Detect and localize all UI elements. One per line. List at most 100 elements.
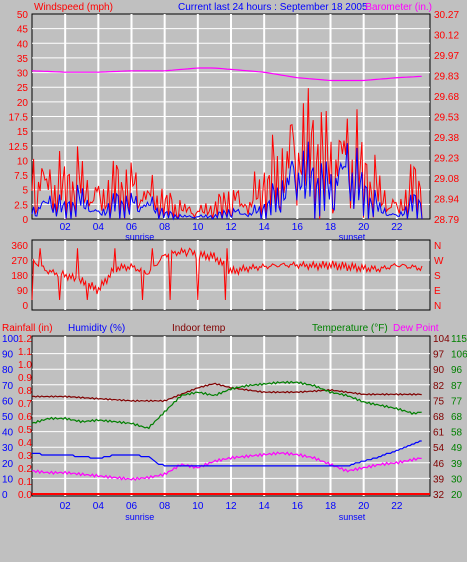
windspeed-tick-label: 35	[17, 54, 29, 65]
barometer-tick-label: 29.23	[434, 154, 459, 165]
x-extra-label: sunrise	[125, 512, 154, 522]
x-tick-label: 16	[292, 222, 304, 233]
indoor-temp-tick-label: 46	[433, 459, 445, 470]
rainfall-tick-label: 0.1	[18, 477, 32, 488]
indoor-temp-tick-label: 82	[433, 381, 445, 392]
dewpoint-line	[31, 451, 422, 482]
humidity-tick-label: 100	[2, 334, 19, 345]
temperature-tick-label: 115	[451, 334, 467, 345]
x-tick-label: 16	[292, 501, 304, 512]
indoor-temp-tick-label: 97	[433, 350, 445, 361]
barometer-tick-label: 30.12	[434, 31, 459, 42]
windspeed-tick-label: 15	[17, 127, 29, 138]
direction-series	[31, 246, 423, 301]
temperature-tick-label: 87	[451, 381, 463, 392]
x-tick-label: 14	[259, 501, 271, 512]
indoor-temp-tick-label: 104	[433, 334, 450, 345]
indoor-temp-tick-label: 75	[433, 396, 445, 407]
indoor-temp-tick-label: 39	[433, 474, 445, 485]
rainfall-legend: Rainfall (in)	[2, 323, 53, 334]
temperature-tick-label: 106	[451, 350, 467, 361]
temperature-legend: Temperature (°F)	[312, 323, 388, 334]
rainfall-tick-label: 1.2	[18, 334, 32, 345]
temperature-tick-label: 49	[451, 443, 463, 454]
humidity-tick-label: 40	[2, 428, 14, 439]
windspeed-tick-label: 25	[17, 83, 29, 94]
barometer-tick-label: 28.94	[434, 195, 459, 206]
direction-compass-tick: N	[434, 301, 441, 312]
x-tick-label: 02	[60, 222, 72, 233]
barometer-title: Barometer (in.)	[365, 2, 432, 13]
windspeed-axis: 0 2.5 5 7.5 10 12.5 15 17.5 20 25 30 35 40 45 50	[9, 10, 29, 226]
x-extra-label: sunset	[339, 232, 366, 242]
wind-baro-x-axis: 02 04 06 08 10 12 14 16 18 20 22 sunrise sunset	[60, 222, 403, 242]
direction-compass-tick: E	[434, 286, 441, 297]
x-tick-label: 06	[126, 222, 138, 233]
rainfall-tick-label: 0.6	[18, 412, 32, 423]
windspeed-tick-label: 12.5	[9, 142, 29, 153]
wind-baro-series	[31, 67, 423, 221]
indoor-temp-legend: Indoor temp	[172, 323, 226, 334]
direction-degree-tick: 180	[11, 271, 28, 282]
x-tick-label: 08	[159, 222, 171, 233]
x-tick-label: 06	[126, 501, 138, 512]
humidity-tick-label: 20	[2, 459, 14, 470]
rainfall-tick-label: 1.1	[18, 347, 32, 358]
indoor-temp-tick-label: 68	[433, 412, 445, 423]
x-tick-label: 22	[391, 222, 403, 233]
barometer-tick-label: 29.68	[434, 92, 459, 103]
humidity-tick-label: 50	[2, 412, 14, 423]
x-tick-label: 18	[325, 222, 337, 233]
windspeed-tick-label: 17.5	[9, 113, 29, 124]
humidity-tick-label: 90	[2, 350, 14, 361]
humidity-tick-label: 30	[2, 443, 14, 454]
indoor-temp-tick-label: 54	[433, 443, 445, 454]
indoor-temp-tick-label: 90	[433, 365, 445, 376]
x-tick-label: 12	[225, 222, 237, 233]
temperature-tick-label: 77	[451, 396, 463, 407]
rainfall-tick-label: 1.0	[18, 360, 32, 371]
temperature-tick-label: 20	[451, 490, 463, 501]
dewpoint-legend: Dew Point	[393, 323, 439, 334]
x-tick-label: 20	[358, 222, 370, 233]
current-title: Current last 24 hours : September 18 200…	[178, 2, 368, 13]
windspeed-tick-label: 40	[17, 39, 29, 50]
x-tick-label: 22	[391, 501, 403, 512]
windspeed-tick-label: 2.5	[14, 200, 28, 211]
rainfall-tick-label: 0.7	[18, 399, 32, 410]
humidity-tick-label: 70	[2, 381, 14, 392]
x-extra-label: sunset	[339, 512, 366, 522]
humidity-line	[32, 440, 422, 467]
windspeed-line	[31, 141, 423, 221]
temp-humidity-x-axis: 02 04 06 08 10 12 14 16 18 20 22 sunrise sunset	[60, 501, 403, 522]
rainfall-tick-label: 0.4	[18, 438, 32, 449]
x-extra-label: sunrise	[125, 232, 154, 242]
direction-degree-tick: 270	[11, 256, 28, 267]
x-tick-label: 10	[192, 222, 204, 233]
barometer-tick-label: 29.38	[434, 133, 459, 144]
rainfall-tick-label: 0.5	[18, 425, 32, 436]
indoor-temp-line	[31, 382, 422, 403]
x-tick-label: 10	[192, 501, 204, 512]
direction-compass-tick: N	[434, 241, 441, 252]
x-tick-label: 12	[225, 501, 237, 512]
barometer-axis: 28.79 28.94 29.08 29.23 29.38 29.53 29.68 29.83…	[434, 10, 459, 226]
humidity-legend: Humidity (%)	[68, 323, 125, 334]
rainfall-tick-label: 0.0	[18, 490, 32, 501]
rainfall-tick-label: 0.2	[18, 464, 32, 475]
barometer-tick-label: 29.83	[434, 72, 459, 83]
windspeed-tick-label: 7.5	[14, 171, 28, 182]
x-tick-label: 18	[325, 501, 337, 512]
x-tick-label: 02	[60, 501, 72, 512]
x-tick-label: 14	[259, 222, 271, 233]
barometer-tick-label: 30.27	[434, 10, 459, 21]
windspeed-tick-label: 50	[17, 10, 29, 21]
wind-baro-grid	[32, 14, 430, 219]
temperature-tick-label: 96	[451, 365, 463, 376]
temp-humidity-axes: 0 10 20 30 40 50 60 70 80 90 100 0.0 0.1 0.2 0.3 0.4 0.5…	[2, 334, 467, 501]
windspeed-tick-label: 20	[17, 98, 29, 109]
direction-compass-tick: W	[434, 256, 444, 267]
x-tick-label: 04	[93, 501, 105, 512]
